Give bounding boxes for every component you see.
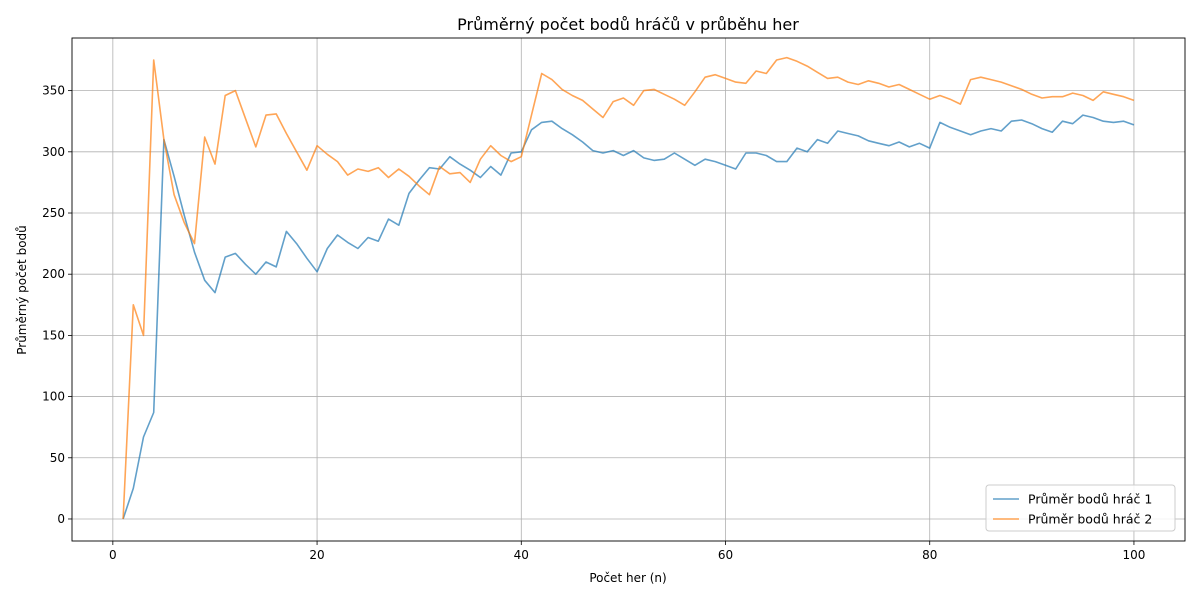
y-tick-label: 150 bbox=[42, 328, 65, 342]
y-tick-label: 0 bbox=[57, 512, 65, 526]
y-axis-label: Průměrný počet bodů bbox=[15, 225, 29, 355]
y-tick-label: 350 bbox=[42, 84, 65, 98]
series-1-line bbox=[122, 114, 1135, 520]
legend-box bbox=[985, 484, 1176, 532]
ticks: 0 20 40 60 80 100 0 50 100 150 200 250 300 350 bbox=[42, 84, 1145, 562]
legend-label-2: Průměr bodů hráč 2 bbox=[1028, 512, 1152, 527]
y-tick-label: 50 bbox=[50, 451, 65, 465]
x-axis-label: Počet her (n) bbox=[589, 571, 666, 585]
plot-frame bbox=[71, 37, 1186, 542]
x-tick-label: 60 bbox=[718, 548, 733, 562]
y-tick-label: 100 bbox=[42, 390, 65, 404]
x-tick-label: 0 bbox=[109, 548, 117, 562]
legend: Průměr bodů hráč 1 Průměr bodů hráč 2 bbox=[985, 484, 1176, 532]
y-tick-label: 250 bbox=[42, 206, 65, 220]
x-tick-label: 20 bbox=[309, 548, 324, 562]
x-tick-label: 40 bbox=[514, 548, 529, 562]
y-tick-label: 200 bbox=[42, 267, 65, 281]
legend-label-1: Průměr bodů hráč 1 bbox=[1028, 492, 1152, 507]
x-tick-label: 100 bbox=[1122, 548, 1145, 562]
y-tick-label: 300 bbox=[42, 145, 65, 159]
series-group bbox=[122, 56, 1135, 520]
x-tick-label: 80 bbox=[922, 548, 937, 562]
series-2-line bbox=[122, 56, 1135, 520]
chart-title: Průměrný počet bodů hráčů v průběhu her bbox=[457, 15, 799, 34]
